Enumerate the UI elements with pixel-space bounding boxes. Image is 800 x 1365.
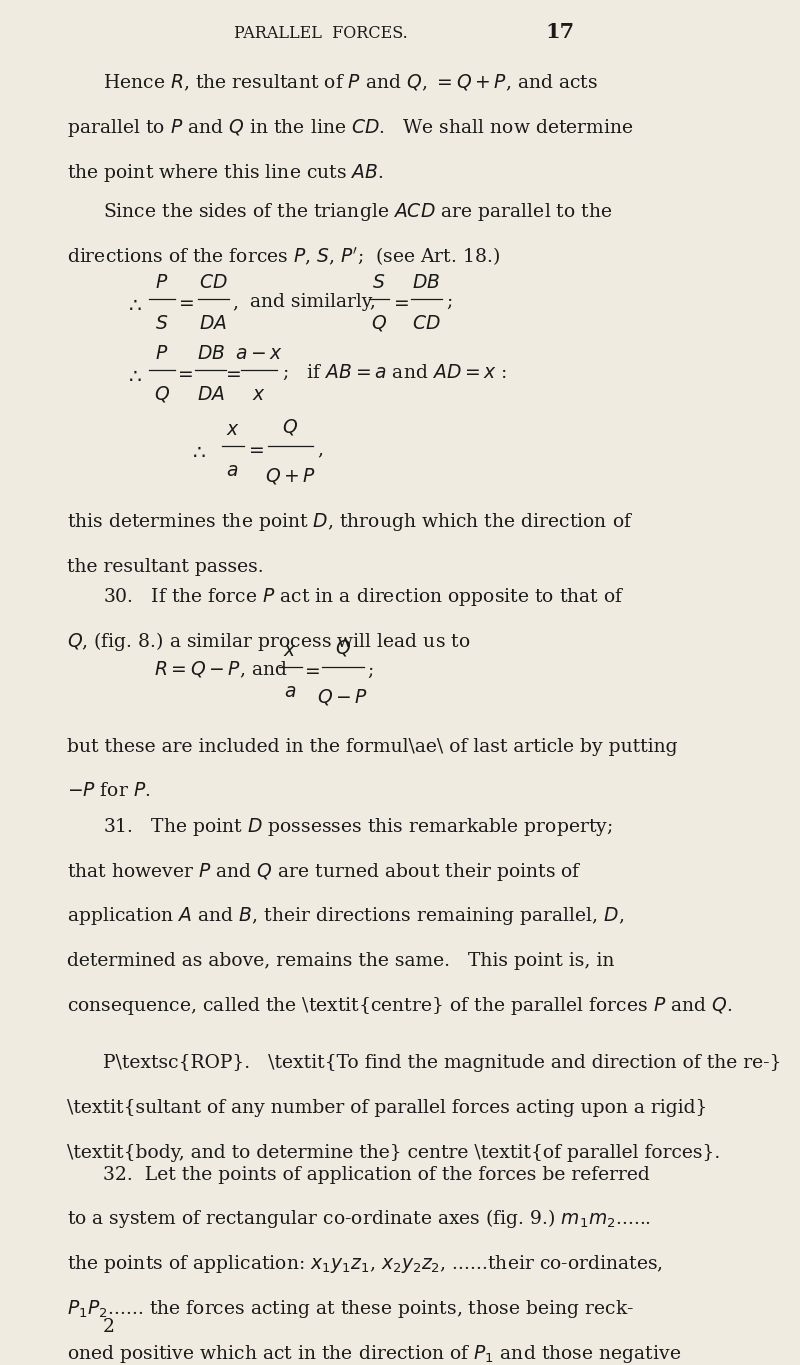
Text: $S$: $S$ (155, 315, 169, 333)
Text: $S$: $S$ (372, 274, 386, 292)
Text: $DA$: $DA$ (199, 315, 227, 333)
Text: the resultant passes.: the resultant passes. (67, 558, 264, 576)
Text: that however $\mathit{P}$ and $\mathit{Q}$ are turned about their points of: that however $\mathit{P}$ and $\mathit{Q… (67, 860, 582, 883)
Text: PARALLEL  FORCES.: PARALLEL FORCES. (234, 25, 408, 42)
Text: $- P$ for $P$.: $- P$ for $P$. (67, 782, 151, 800)
Text: $x$: $x$ (283, 643, 297, 661)
Text: $Q$: $Q$ (282, 416, 298, 437)
Text: $P_1 P_2$...... the forces acting at these points, those being reck-: $P_1 P_2$...... the forces acting at the… (67, 1298, 634, 1320)
Text: $Q + P$: $Q + P$ (265, 465, 316, 486)
Text: oned positive which act in the direction of $P_1$ and those negative: oned positive which act in the direction… (67, 1343, 682, 1365)
Text: $=$: $=$ (390, 293, 410, 311)
Text: $CD$: $CD$ (412, 315, 441, 333)
Text: and similarly,: and similarly, (250, 293, 376, 311)
Text: determined as above, remains the same.   This point is, in: determined as above, remains the same. T… (67, 953, 615, 971)
Text: $x$: $x$ (252, 385, 266, 404)
Text: ;: ; (446, 293, 453, 311)
Text: directions of the forces $\mathit{P}$, $\mathit{S}$, $\mathit{P}'$;  (see Art. 1: directions of the forces $\mathit{P}$, $… (67, 244, 501, 268)
Text: this determines the point $\mathit{D}$, through which the direction of: this determines the point $\mathit{D}$, … (67, 512, 634, 534)
Text: $CD$: $CD$ (199, 274, 227, 292)
Text: Hence $\mathit{R}$, the resultant of $\mathit{P}$ and $\mathit{Q}$, $= Q + P$, a: Hence $\mathit{R}$, the resultant of $\m… (102, 72, 598, 93)
Text: 2: 2 (102, 1317, 114, 1336)
Text: consequence, called the \textit{centre} of the parallel forces $\mathit{P}$ and : consequence, called the \textit{centre} … (67, 995, 733, 1017)
Text: application $\mathit{A}$ and $\mathit{B}$, their directions remaining parallel, : application $\mathit{A}$ and $\mathit{B}… (67, 905, 625, 927)
Text: ;: ; (282, 364, 289, 382)
Text: the points of application: $x_1 y_1 z_1$, $x_2 y_2 z_2$, ......their co-ordinate: the points of application: $x_1 y_1 z_1$… (67, 1253, 663, 1275)
Text: $\therefore$: $\therefore$ (126, 295, 143, 314)
Text: $x$: $x$ (226, 420, 239, 440)
Text: $=$: $=$ (175, 293, 194, 311)
Text: 31.   The point $\mathit{D}$ possesses this remarkable property;: 31. The point $\mathit{D}$ possesses thi… (102, 816, 613, 838)
Text: $P$: $P$ (155, 345, 169, 363)
Text: $DB$: $DB$ (413, 274, 441, 292)
Text: $DB$: $DB$ (197, 345, 225, 363)
Text: the point where this line cuts $\mathit{AB}$.: the point where this line cuts $\mathit{… (67, 162, 384, 184)
Text: parallel to $\mathit{P}$ and $\mathit{Q}$ in the line $\mathit{CD}$.   We shall : parallel to $\mathit{P}$ and $\mathit{Q}… (67, 117, 634, 139)
Text: to a system of rectangular co-ordinate axes (fig. 9.) $m_1 m_2$......: to a system of rectangular co-ordinate a… (67, 1208, 651, 1230)
Text: $=$: $=$ (301, 662, 321, 680)
Text: $Q$: $Q$ (335, 639, 351, 658)
Text: ;: ; (367, 662, 374, 680)
Text: \textit{sultant of any number of parallel forces acting upon a rigid}: \textit{sultant of any number of paralle… (67, 1099, 708, 1117)
Text: $R = Q - P$, and: $R = Q - P$, and (154, 659, 288, 680)
Text: ,: , (318, 440, 323, 457)
Text: $a$: $a$ (284, 682, 297, 702)
Text: $=$: $=$ (222, 364, 241, 382)
Text: $a$: $a$ (226, 461, 238, 479)
Text: 30.   If the force $\mathit{P}$ act in a direction opposite to that of: 30. If the force $\mathit{P}$ act in a d… (102, 586, 624, 607)
Text: $a - x$: $a - x$ (235, 345, 282, 363)
Text: $\therefore$: $\therefore$ (190, 442, 207, 460)
Text: P\textsc{ROP}.   \textit{To find the magnitude and direction of the re-}: P\textsc{ROP}. \textit{To find the magni… (102, 1054, 782, 1072)
Text: $\therefore$: $\therefore$ (126, 366, 143, 385)
Text: but these are included in the formul\ae\ of last article by putting: but these are included in the formul\ae\… (67, 737, 678, 755)
Text: 17: 17 (546, 22, 575, 42)
Text: $Q$: $Q$ (371, 314, 387, 333)
Text: $Q$: $Q$ (154, 384, 170, 404)
Text: $=$: $=$ (174, 364, 194, 382)
Text: ,: , (233, 293, 238, 311)
Text: Since the sides of the triangle $\mathit{ACD}$ are parallel to the: Since the sides of the triangle $\mathit… (102, 202, 612, 224)
Text: $Q - P$: $Q - P$ (318, 687, 369, 707)
Text: $\mathit{Q}$, (fig. 8.) a similar process will lead us to: $\mathit{Q}$, (fig. 8.) a similar proces… (67, 629, 471, 652)
Text: if $AB = a$ and $AD = x$ :: if $AB = a$ and $AD = x$ : (295, 364, 507, 382)
Text: 32.  Let the points of application of the forces be referred: 32. Let the points of application of the… (102, 1166, 650, 1183)
Text: $DA$: $DA$ (197, 385, 225, 404)
Text: \textit{body, and to determine the} centre \textit{of parallel forces}.: \textit{body, and to determine the} cent… (67, 1144, 721, 1162)
Text: $=$: $=$ (245, 440, 264, 457)
Text: $P$: $P$ (155, 274, 169, 292)
